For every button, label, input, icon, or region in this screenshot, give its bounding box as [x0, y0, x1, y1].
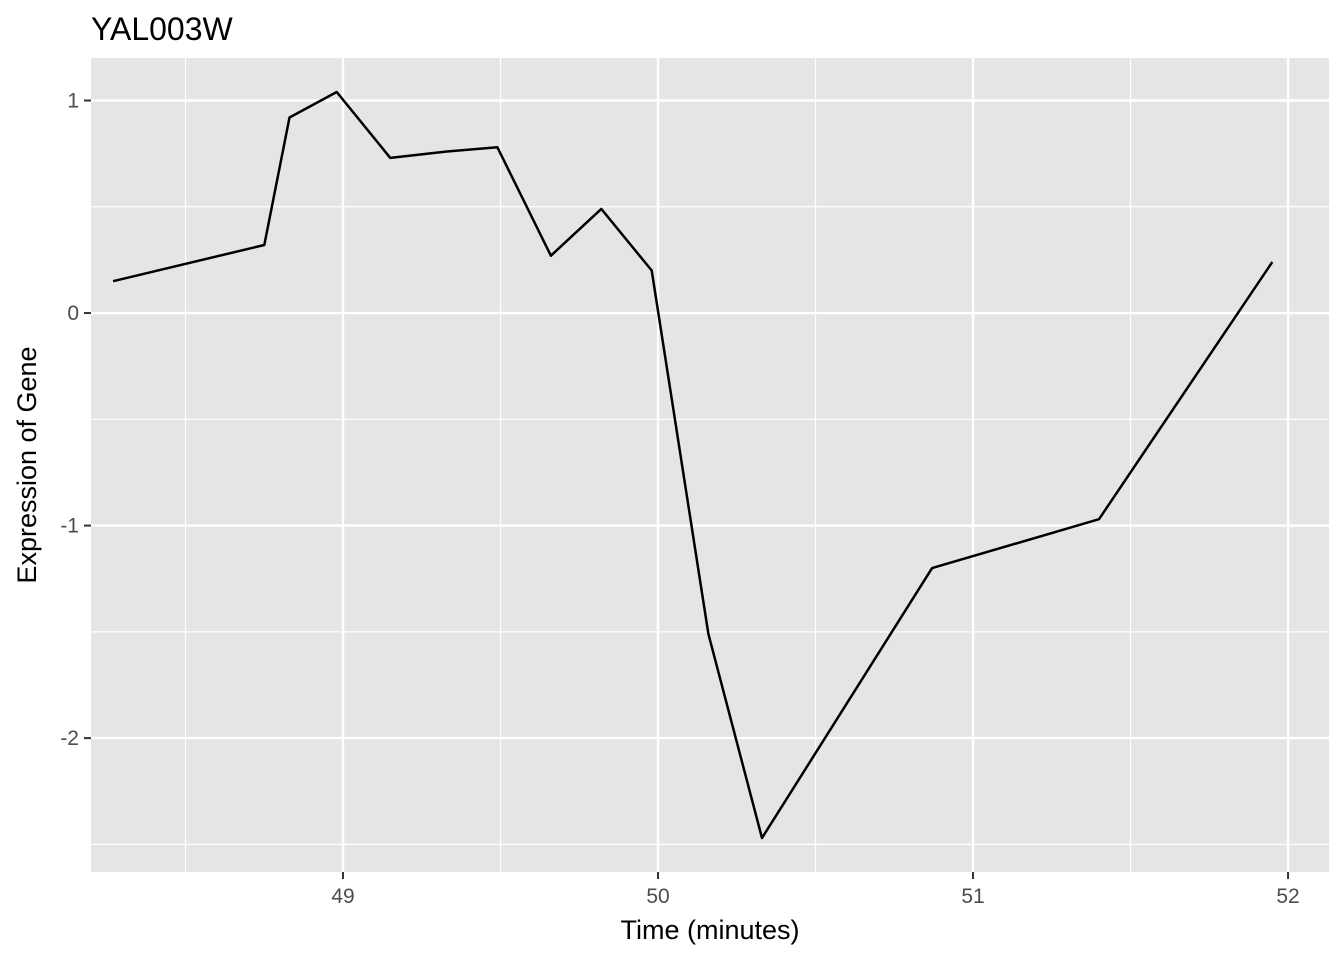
x-tick-label: 49 — [331, 885, 354, 908]
plot-panel — [91, 58, 1329, 872]
minor-gridlines — [91, 58, 1329, 872]
x-tick-label: 52 — [1276, 885, 1299, 908]
axis-ticks — [84, 99, 1290, 879]
y-axis-title: Expression of Gene — [12, 346, 42, 583]
y-tick-label: -2 — [60, 727, 79, 750]
x-axis-title: Time (minutes) — [620, 915, 799, 945]
x-tick-label: 51 — [961, 885, 984, 908]
major-gridlines — [91, 58, 1329, 872]
y-tick-label: 1 — [67, 90, 79, 113]
chart-title: YAL003W — [91, 11, 234, 47]
series-layer — [112, 90, 1274, 840]
y-tick-label: -1 — [60, 515, 79, 538]
y-tick-label: 0 — [67, 302, 79, 325]
series-line — [112, 90, 1274, 840]
tick-labels: 49 50 51 52 -2 -1 0 1 — [60, 90, 1299, 908]
x-tick-label: 50 — [646, 885, 669, 908]
